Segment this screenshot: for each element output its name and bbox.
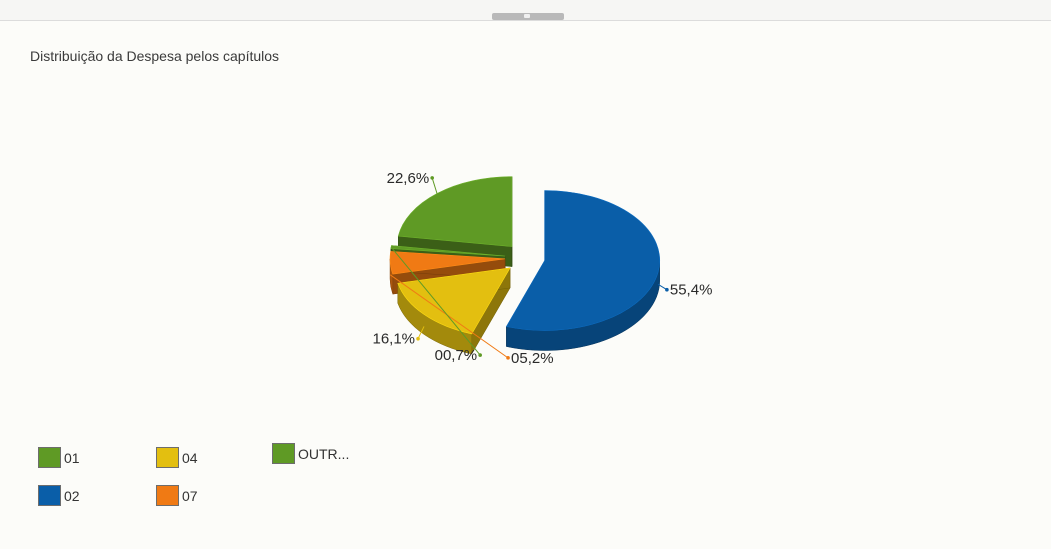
legend-label-02: 02 — [64, 487, 80, 504]
legend-swatch-01 — [38, 447, 61, 468]
splitter-handle[interactable] — [492, 13, 564, 20]
legend-item-07: 07 — [156, 485, 198, 506]
pie-leader-dot — [478, 353, 482, 357]
pie-data-label-01: 22,6% — [387, 170, 430, 187]
pie-leader-dot — [430, 176, 434, 180]
pie-slice-OUTR[interactable] — [390, 245, 506, 257]
pie-slice-01[interactable] — [397, 176, 513, 247]
pie-slice-02-group — [505, 190, 660, 351]
legend-swatch-07 — [156, 485, 179, 506]
legend-item-01: 01 — [38, 447, 80, 468]
pie-data-label-02: 55,4% — [670, 282, 713, 299]
pie-data-label-04: 16,1% — [372, 331, 415, 348]
pie-leader-dot — [506, 356, 510, 360]
pie-leader-line — [417, 326, 425, 339]
legend-swatch-04 — [156, 447, 179, 468]
pie-slice-07[interactable] — [389, 251, 506, 275]
pie-leader-line — [431, 177, 438, 194]
legend: 01 02 04 07 OUTR... — [38, 443, 458, 517]
pie-leader-dot — [416, 336, 420, 341]
legend-swatch-outros — [272, 443, 295, 464]
legend-label-outros: OUTR... — [298, 445, 350, 462]
legend-item-outros: OUTR... — [272, 443, 349, 464]
legend-label-01: 01 — [64, 449, 80, 466]
pie-data-label-07: 05,2% — [511, 350, 554, 367]
legend-item-02: 02 — [38, 485, 80, 506]
legend-label-07: 07 — [182, 487, 198, 504]
pie-data-label-OUTR: 00,7% — [435, 347, 478, 364]
pie-slice-04[interactable] — [397, 267, 511, 335]
legend-label-04: 04 — [182, 449, 198, 466]
pie-slice-04-group — [397, 267, 511, 355]
pie-leader-line — [390, 246, 481, 356]
pie-leader-dot — [665, 287, 669, 292]
legend-item-04: 04 — [156, 447, 198, 468]
pie-slice-02[interactable] — [505, 190, 660, 331]
panel-top-strip — [0, 0, 1051, 21]
legend-swatch-02 — [38, 485, 61, 506]
chart-title: Distribuição da Despesa pelos capítulos — [30, 48, 280, 64]
pie-leader-line — [389, 274, 509, 359]
